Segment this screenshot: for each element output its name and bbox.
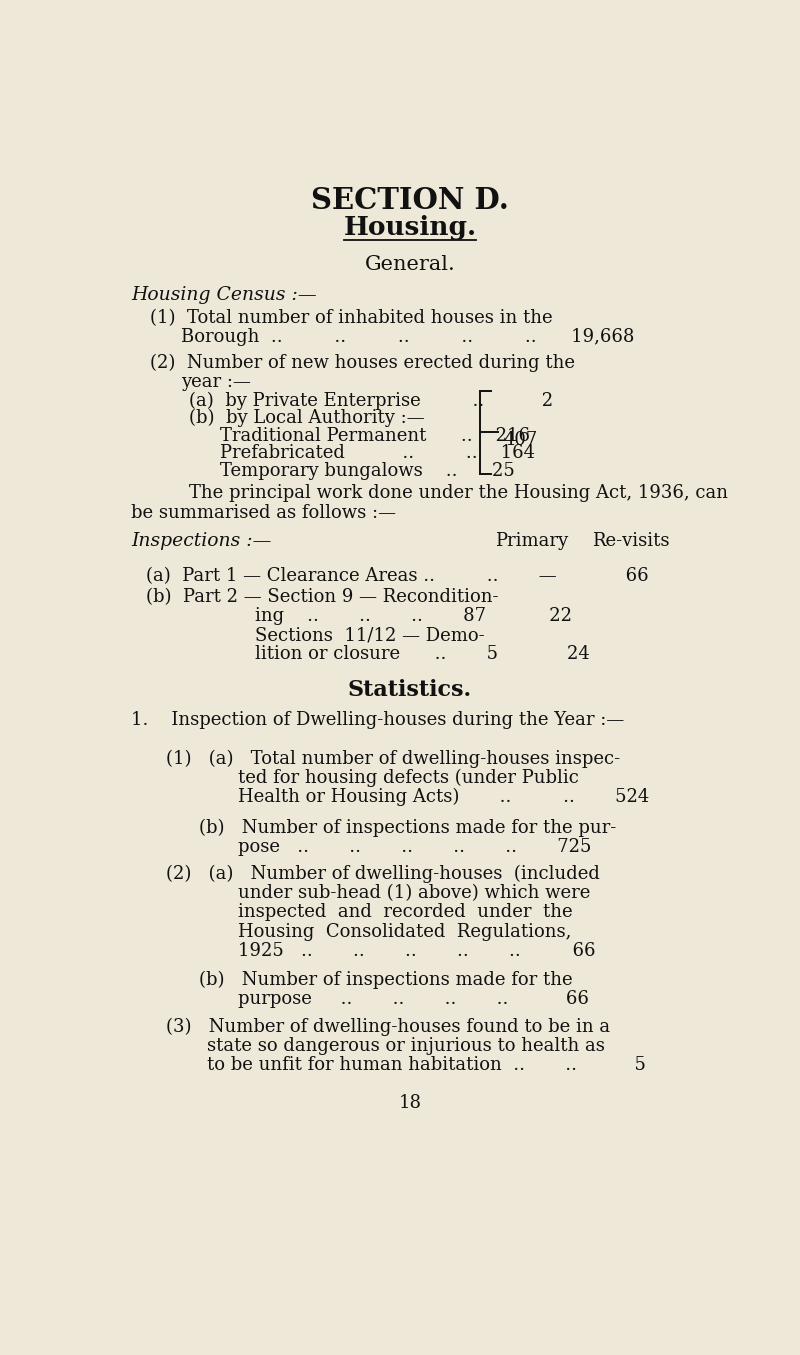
Text: (a)  by Private Enterprise         ..          2: (a) by Private Enterprise .. 2: [189, 392, 554, 411]
Text: Inspections :—: Inspections :—: [131, 533, 271, 550]
Text: (b)   Number of inspections made for the: (b) Number of inspections made for the: [199, 972, 573, 989]
Text: Re-visits: Re-visits: [592, 533, 670, 550]
Text: 18: 18: [398, 1095, 422, 1112]
Text: (2)   (a)   Number of dwelling-houses  (included: (2) (a) Number of dwelling-houses (inclu…: [166, 864, 600, 883]
Text: Traditional Permanent      ..    216: Traditional Permanent .. 216: [220, 427, 530, 444]
Text: year :—: year :—: [182, 373, 251, 390]
Text: state so dangerous or injurious to health as: state so dangerous or injurious to healt…: [207, 1037, 605, 1054]
Text: Health or Housing Acts)       ..         ..       524: Health or Housing Acts) .. .. 524: [238, 787, 650, 806]
Text: (3)   Number of dwelling-houses found to be in a: (3) Number of dwelling-houses found to b…: [166, 1018, 610, 1035]
Text: (b)  Part 2 — Section 9 — Recondition-: (b) Part 2 — Section 9 — Recondition-: [146, 588, 499, 606]
Text: inspected  and  recorded  under  the: inspected and recorded under the: [238, 904, 573, 921]
Text: General.: General.: [365, 255, 455, 274]
Text: (1)   (a)   Total number of dwelling-houses inspec-: (1) (a) Total number of dwelling-houses …: [166, 749, 620, 767]
Text: 1925   ..       ..       ..       ..       ..         66: 1925 .. .. .. .. .. 66: [238, 942, 595, 959]
Text: Statistics.: Statistics.: [348, 679, 472, 701]
Text: ing    ..       ..       ..       87           22: ing .. .. .. 87 22: [255, 607, 572, 625]
Text: to be unfit for human habitation  ..       ..          5: to be unfit for human habitation .. .. 5: [207, 1056, 646, 1073]
Text: (2)  Number of new houses erected during the: (2) Number of new houses erected during …: [150, 354, 575, 371]
Text: Housing Census :—: Housing Census :—: [131, 286, 317, 304]
Text: Borough  ..         ..         ..         ..         ..      19,668: Borough .. .. .. .. .. 19,668: [182, 328, 634, 346]
Text: Primary: Primary: [495, 533, 568, 550]
Text: lition or closure      ..       5            24: lition or closure .. 5 24: [255, 645, 590, 664]
Text: (a)  Part 1 — Clearance Areas ..         ..       —            66: (a) Part 1 — Clearance Areas .. .. — 66: [146, 566, 649, 585]
Text: The principal work done under the Housing Act, 1936, can: The principal work done under the Housin…: [189, 485, 728, 503]
Text: SECTION D.: SECTION D.: [311, 186, 509, 214]
Text: Housing  Consolidated  Regulations,: Housing Consolidated Regulations,: [238, 923, 571, 940]
Text: Prefabricated          ..         ..    164: Prefabricated .. .. 164: [220, 444, 535, 462]
Text: ted for housing defects (under Public: ted for housing defects (under Public: [238, 768, 579, 787]
Text: purpose     ..       ..       ..       ..          66: purpose .. .. .. .. 66: [238, 991, 589, 1008]
Text: under sub-head (1) above) which were: under sub-head (1) above) which were: [238, 883, 590, 902]
Text: 407: 407: [503, 431, 538, 449]
Text: (1)  Total number of inhabited houses in the: (1) Total number of inhabited houses in …: [150, 309, 553, 327]
Text: Sections  11/12 — Demo-: Sections 11/12 — Demo-: [255, 626, 485, 644]
Text: (b)   Number of inspections made for the pur-: (b) Number of inspections made for the p…: [199, 818, 617, 837]
Text: be summarised as follows :—: be summarised as follows :—: [131, 504, 396, 522]
Text: Temporary bungalows    ..      25: Temporary bungalows .. 25: [220, 462, 515, 480]
Text: (b)  by Local Authority :—: (b) by Local Authority :—: [189, 409, 425, 427]
Text: pose   ..       ..       ..       ..       ..       725: pose .. .. .. .. .. 725: [238, 837, 591, 856]
Text: Housing.: Housing.: [343, 215, 477, 240]
Text: 1.    Inspection of Dwelling-houses during the Year :—: 1. Inspection of Dwelling-houses during …: [131, 711, 624, 729]
